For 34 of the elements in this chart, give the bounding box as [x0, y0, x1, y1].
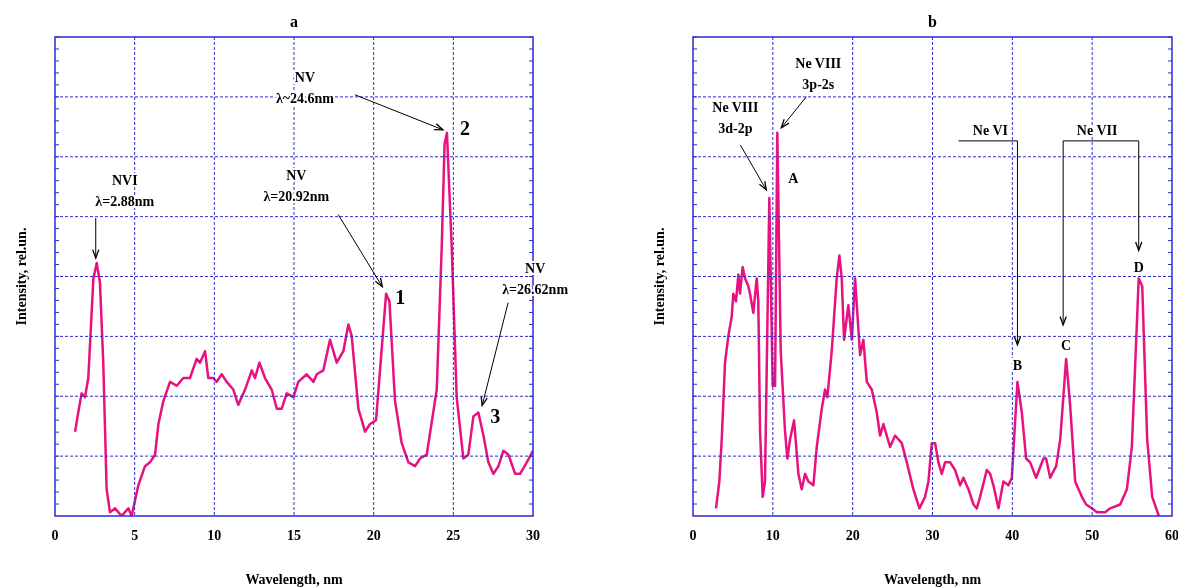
x-tick-label: 30 — [526, 527, 540, 543]
annotation: A — [788, 170, 800, 186]
x-tick-label: 20 — [366, 527, 381, 543]
annotation: D — [1133, 260, 1144, 276]
annotation: 2 — [459, 116, 470, 139]
x-tick-label: 15 — [287, 527, 301, 543]
annotation: Ne VIII 3p-2s — [795, 55, 842, 92]
chart-title: a — [290, 13, 298, 30]
x-tick-label: 20 — [845, 527, 860, 543]
x-tick-label: 50 — [1085, 527, 1100, 543]
annotation: NV λ=20.92nm — [263, 167, 330, 204]
x-tick-label: 0 — [51, 527, 59, 543]
x-tick-label: 5 — [131, 527, 139, 543]
x-tick-label: 25 — [446, 527, 461, 543]
x-tick-label: 0 — [689, 527, 697, 543]
x-tick-label: 10 — [765, 527, 780, 543]
annotation: Ne VII — [1076, 122, 1118, 138]
annotation: C — [1061, 337, 1072, 353]
text: NV λ~24.6nm — [275, 69, 335, 106]
x-axis-title: Wavelength, nm — [883, 572, 982, 587]
x-tick-label: 30 — [925, 527, 940, 543]
x-tick-label: 40 — [1005, 527, 1020, 543]
annotation: 1 — [395, 285, 406, 308]
y-axis-title: Intensity, rel.un. — [652, 227, 667, 326]
annotation: Ne VIII 3d-2p — [712, 99, 759, 136]
chart-title: b — [928, 13, 938, 30]
annotation: 3 — [490, 404, 501, 427]
x-tick-label: 60 — [1165, 527, 1179, 543]
annotation: B — [1012, 357, 1023, 373]
x-axis-title: Wavelength, nm — [245, 572, 343, 587]
x-tick-label: 10 — [207, 527, 222, 543]
y-axis-title: Intensity, rel.un. — [14, 227, 29, 326]
annotation: Ne VI — [972, 122, 1009, 138]
annotation: NVI λ=2.88nm — [95, 173, 155, 210]
